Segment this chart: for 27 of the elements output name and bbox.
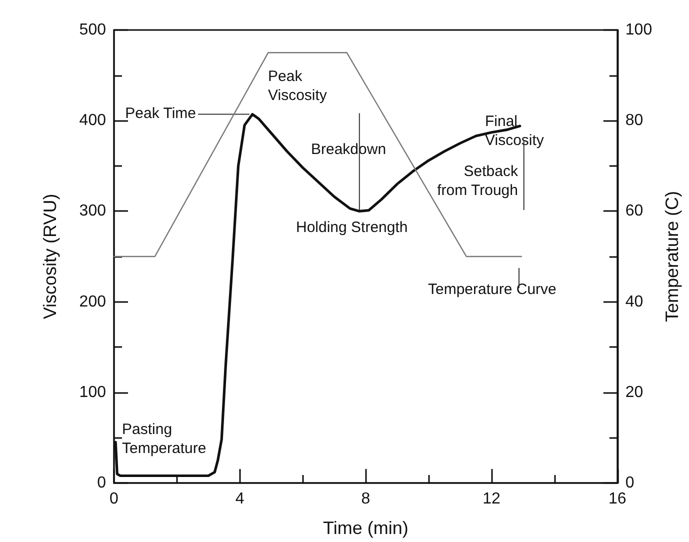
x-tick-label: 16 <box>608 490 626 508</box>
y-tick-label: 500 <box>79 22 106 38</box>
y-tick-label: 400 <box>79 112 106 130</box>
y-tick-label: 200 <box>79 293 106 310</box>
y-axis-title: Viscosity (RVU) <box>40 194 60 320</box>
annotation: Setback from Trough <box>437 163 518 199</box>
y2-tick-label: 60 <box>625 202 644 220</box>
x-tick-label: 12 <box>482 490 501 508</box>
y-tick-label: 0 <box>97 474 106 492</box>
y-tick-label: 100 <box>79 384 106 401</box>
annotation: Holding Strength <box>296 219 408 236</box>
x-tick-label: 0 <box>110 490 119 508</box>
x-axis-title: Time (min) <box>323 518 408 538</box>
y2-tick-label: 0 <box>625 474 634 492</box>
annotation: Final Viscosity <box>485 113 544 149</box>
annotation: Peak Viscosity <box>268 68 328 104</box>
y2-axis-title: Temperature (C) <box>662 190 682 322</box>
y2-tick-label: 40 <box>625 293 644 310</box>
annotation: Peak Time <box>125 105 196 122</box>
x-tick-label: 8 <box>361 490 370 508</box>
annotation: Pasting Temperature <box>122 421 206 457</box>
y2-tick-label: 100 <box>625 22 652 38</box>
y-tick-label: 300 <box>79 202 106 220</box>
annotation: Temperature Curve <box>428 281 556 298</box>
x-tick-label: 4 <box>235 490 244 508</box>
y2-tick-label: 80 <box>625 112 644 130</box>
y2-tick-label: 20 <box>625 384 644 401</box>
